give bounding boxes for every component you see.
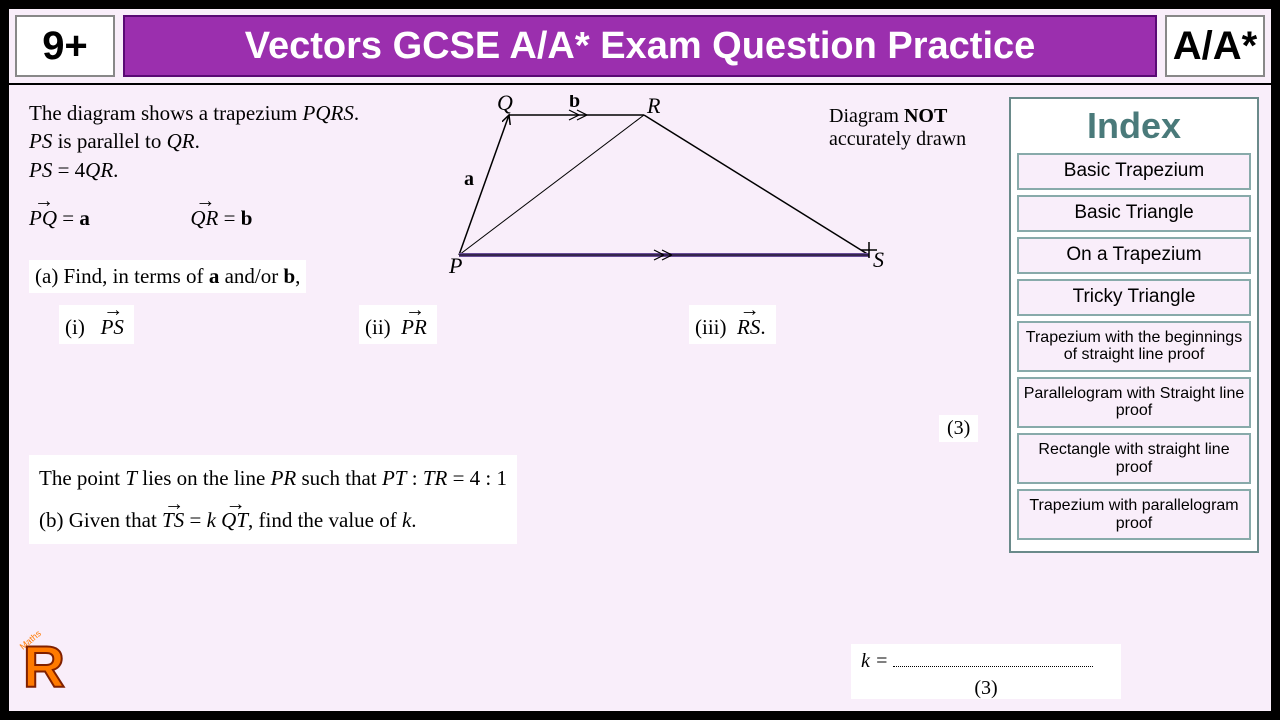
- text: =: [870, 650, 894, 672]
- label-iii: (iii): [695, 315, 727, 339]
- index-title: Index: [1017, 105, 1251, 147]
- text: k: [402, 508, 411, 532]
- svg-text:R: R: [646, 95, 661, 118]
- page-title: Vectors GCSE A/A* Exam Question Practice: [123, 15, 1157, 77]
- text: =: [184, 508, 206, 532]
- text: QR: [85, 158, 113, 182]
- text: b: [241, 206, 253, 230]
- text: PS: [29, 129, 52, 153]
- text: such that: [296, 466, 382, 490]
- index-item-basic-trapezium[interactable]: Basic Trapezium: [1017, 153, 1251, 190]
- trapezium-diagram: P Q R S a b: [429, 95, 899, 285]
- svg-text:b: b: [569, 95, 580, 112]
- text: The diagram shows a trapezium: [29, 101, 303, 125]
- vector-pq: PQ: [29, 198, 57, 232]
- index-item-trapezium-proof[interactable]: Trapezium with the beginnings of straigh…: [1017, 321, 1251, 372]
- index-item-parallelogram-proof[interactable]: Parallelogram with Straight line proof: [1017, 377, 1251, 428]
- svg-text:Q: Q: [497, 95, 513, 115]
- marks-a: (3): [939, 415, 978, 442]
- text: a: [79, 206, 90, 230]
- grade-badge-left: 9+: [15, 15, 115, 77]
- text: =: [57, 206, 79, 230]
- text: lies on the line: [137, 466, 271, 490]
- label-i: (i): [65, 315, 85, 339]
- index-item-on-trapezium[interactable]: On a Trapezium: [1017, 237, 1251, 274]
- text: PT: [382, 466, 407, 490]
- vector-ps: PS: [101, 309, 124, 340]
- text: PR: [271, 466, 297, 490]
- text: The point: [39, 466, 125, 490]
- label-ii: (ii): [365, 315, 391, 339]
- question-intro: The diagram shows a trapezium PQRS. PS i…: [29, 99, 429, 184]
- text: T: [125, 466, 137, 490]
- text: , find the value of: [248, 508, 402, 532]
- index-item-rectangle-proof[interactable]: Rectangle with straight line proof: [1017, 433, 1251, 484]
- vector-ts: TS: [162, 497, 184, 539]
- svg-text:P: P: [448, 253, 462, 278]
- text: =: [218, 206, 240, 230]
- marks-b: (3): [861, 677, 1111, 700]
- text: b: [283, 264, 295, 288]
- text: :: [406, 466, 422, 490]
- answer-blank: [893, 653, 1093, 667]
- part-b-block: The point T lies on the line PR such tha…: [29, 455, 517, 544]
- text: PQRS: [303, 101, 354, 125]
- text: QR: [167, 129, 195, 153]
- text: is parallel to: [52, 129, 166, 153]
- text: k: [207, 508, 216, 532]
- text: a: [209, 264, 220, 288]
- index-panel: Index Basic Trapezium Basic Triangle On …: [1009, 97, 1259, 553]
- text: = 4 : 1: [447, 466, 507, 490]
- grade-badge-right: A/A*: [1165, 15, 1265, 77]
- main-frame: 9+ Vectors GCSE A/A* Exam Question Pract…: [6, 6, 1274, 714]
- index-item-trapezium-para-proof[interactable]: Trapezium with parallelogram proof: [1017, 489, 1251, 540]
- text: (a) Find, in terms of: [35, 264, 209, 288]
- index-item-basic-triangle[interactable]: Basic Triangle: [1017, 195, 1251, 232]
- text: PS: [29, 158, 52, 182]
- header-bar: 9+ Vectors GCSE A/A* Exam Question Pract…: [9, 9, 1271, 85]
- maths-r-logo-icon: R Maths: [19, 631, 89, 701]
- vector-rs: RS: [737, 309, 760, 340]
- vector-pr: PR: [401, 309, 427, 340]
- text: (b) Given that: [39, 508, 162, 532]
- svg-text:a: a: [464, 168, 474, 190]
- text: TR: [423, 466, 448, 490]
- text: ,: [295, 264, 300, 288]
- index-item-tricky-triangle[interactable]: Tricky Triangle: [1017, 279, 1251, 316]
- text: and/or: [219, 264, 283, 288]
- vector-qt: QT: [221, 497, 248, 539]
- answer-box: k = (3): [851, 644, 1121, 699]
- vector-qr: QR: [190, 198, 218, 232]
- text: = 4: [52, 158, 85, 182]
- text: NOT: [904, 105, 947, 127]
- answer-k-label: k: [861, 650, 870, 672]
- content-area: The diagram shows a trapezium PQRS. PS i…: [9, 85, 1271, 709]
